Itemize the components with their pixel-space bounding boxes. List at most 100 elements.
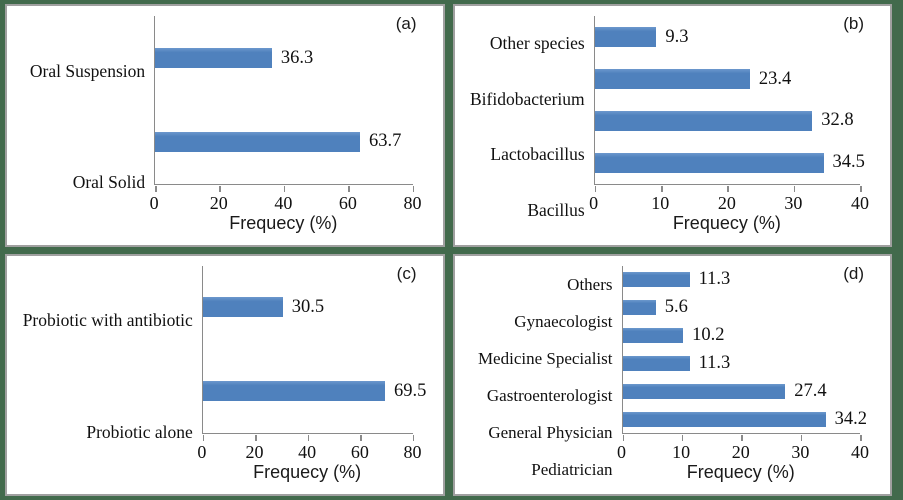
bar-row: 27.4 [622,377,861,405]
bar-row: 5.6 [622,293,861,321]
plot-area: 9.3 23.4 32.8 34.5 [593,16,865,192]
bar [594,152,824,173]
bar [622,299,656,315]
tick-label: 40 [298,442,317,462]
category-label: Lactobacillus [490,144,585,165]
bar [202,381,385,402]
tick-label: 60 [350,442,369,462]
tick-label: 20 [245,442,264,462]
data-label: 69.5 [393,380,427,401]
category-axis: Others Gynaecologist Medicine Specialist Ga… [463,266,622,489]
tick-mark [622,435,624,441]
panel-label: (b) [843,14,864,33]
category-label: Bifidobacterium [469,88,585,109]
bar-chart-d: Others Gynaecologist Medicine Specialist Ga… [455,256,891,495]
bar [594,68,750,89]
bar-row: 34.5 [594,142,865,184]
panel-label: (d) [843,263,864,283]
tick-mark [307,435,310,441]
data-label: 36.3 [280,47,314,68]
tick-mark [594,185,597,192]
bar [594,26,657,47]
x-axis-title: Frequecy (%) [229,212,338,233]
tick-label: 80 [403,442,422,462]
chart-panel-a: (a) Oral Suspension Oral Solid 36.3 63.7 0… [5,4,445,247]
tick-label: 60 [338,192,357,213]
tick-label: 40 [851,192,869,213]
tick-mark [412,435,414,441]
bar-chart-b: Other species Bifidobacterium Lactobacillu… [455,6,891,245]
tick-label: 0 [617,442,626,462]
category-label: Oral Suspension [29,60,146,81]
tick-mark [860,435,862,441]
data-label: 32.8 [821,110,854,131]
bar-row: 30.5 [202,266,413,350]
bar-row: 23.4 [594,58,860,100]
tick-mark [348,185,350,192]
tick-mark [661,185,663,192]
tick-label: 30 [784,192,803,213]
tick-mark [255,435,257,441]
tick-label: 20 [717,192,736,213]
plot-area: 36.3 63.7 [154,16,414,192]
chart-panel-b: (b) Other species Bifidobacterium Lactobac… [452,4,892,247]
category-label: Probiotic alone [86,421,193,442]
category-label: Gynaecologist [514,311,613,331]
category-label: Probiotic with antibiotic [22,310,193,331]
data-label: 63.7 [369,131,402,152]
bar-row: 10.2 [622,321,861,349]
x-axis-ticks: 0 10 20 30 40 [617,434,869,462]
tick-mark [412,185,414,192]
data-label: 10.2 [692,325,725,346]
tick-label: 0 [149,192,159,213]
chart-panel-d: (d) Others Gynaecologist Medicine Speciali… [452,253,892,496]
data-label: 11.3 [698,269,731,290]
bar-row: 34.2 [622,405,867,433]
tick-mark [219,185,221,192]
tick-label: 30 [791,442,810,462]
tick-mark [202,435,205,441]
panel-label: (a) [395,14,417,33]
tick-label: 80 [403,192,422,213]
bar-row: 63.7 [155,100,412,184]
bar-row: 11.3 [622,266,861,294]
category-label: Other species [489,33,585,54]
category-axis: Oral Suspension Oral Solid [15,16,154,239]
tick-label: 20 [209,192,228,213]
data-label: 5.6 [664,297,688,318]
bar-row: 32.8 [594,100,860,142]
bar [622,355,690,371]
category-label: Pediatrician [531,459,613,479]
data-label: 23.4 [758,68,792,89]
bar [155,131,361,152]
plot-area: 11.3 5.6 10.2 11.3 27.4 34.2 [621,265,867,441]
bar [594,110,813,131]
category-label: Bacillus [527,199,585,220]
tick-label: 0 [197,442,207,462]
category-label: General Physician [488,422,613,442]
data-label: 11.3 [698,352,731,373]
category-axis: Other species Bifidobacterium Lactobacillu… [463,16,594,239]
tick-mark [741,435,743,441]
tick-label: 20 [731,442,750,462]
bar [622,383,786,399]
bar [202,297,283,318]
category-label: Medicine Specialist [477,348,613,368]
tick-mark [360,435,362,441]
tick-mark [800,435,803,441]
data-label: 9.3 [665,26,689,47]
tick-mark [155,185,157,192]
bar-chart-c: Probiotic with antibiotic Probiotic alone… [7,256,443,495]
bar [155,47,272,68]
plot-area: 30.5 69.5 [201,265,426,441]
chart-panel-c: (c) Probiotic with antibiotic Probiotic a… [5,253,445,496]
tick-label: 40 [274,192,293,213]
tick-mark [793,185,796,192]
data-label: 30.5 [291,297,325,318]
bar-row: 69.5 [202,349,426,433]
bar-chart-a: Oral Suspension Oral Solid 36.3 63.7 0 20 40… [7,6,443,245]
tick-label: 10 [651,192,670,213]
panel-label: (c) [396,263,417,283]
tick-mark [860,185,862,192]
